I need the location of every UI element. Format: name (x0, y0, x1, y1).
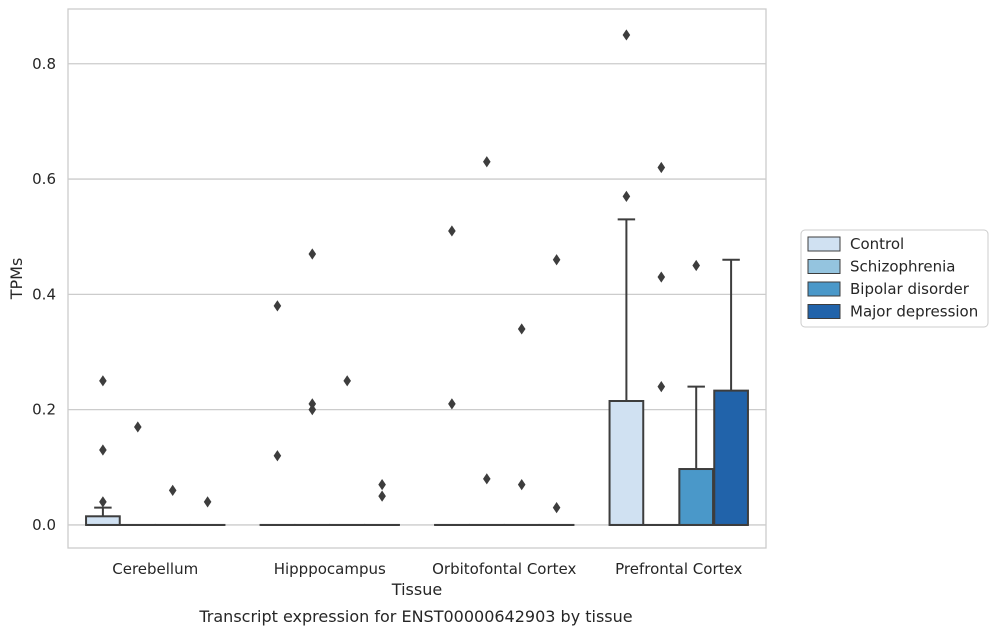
outlier-marker (308, 248, 317, 260)
legend-label: Major depression (850, 303, 978, 321)
box-rect (608, 400, 645, 526)
y-tick-label: 0.6 (32, 170, 56, 188)
box-1-1 (294, 248, 331, 526)
y-axis-label: TPMs (7, 258, 26, 301)
box-1-2 (329, 375, 366, 526)
box-1-3 (364, 478, 400, 526)
box-3-3 (713, 258, 749, 526)
outlier-marker (657, 380, 666, 393)
outlier-marker (448, 398, 456, 410)
x-tick-label: Orbitofontal Cortex (432, 560, 576, 578)
outlier-marker (378, 490, 386, 502)
legend-label: Schizophrenia (850, 258, 955, 276)
outlier-marker (308, 404, 317, 416)
outlier-marker (99, 375, 107, 387)
outlier-marker (99, 496, 107, 508)
x-tick-label: Cerebellum (112, 560, 198, 578)
outlier-marker (483, 156, 491, 168)
box-2-3 (538, 254, 575, 526)
legend: Control Schizophrenia Bipolar disorder Majo… (800, 229, 989, 328)
plot-area (67, 8, 767, 549)
y-tick-label: 0.8 (32, 55, 56, 73)
box-rect (713, 389, 749, 526)
box-plots (85, 29, 749, 526)
legend-label: Control (850, 235, 904, 253)
box-1-0 (259, 300, 296, 526)
box-3-1 (643, 161, 680, 526)
box-0-1 (119, 421, 156, 526)
legend-swatch (807, 259, 841, 274)
outlier-marker (134, 421, 142, 433)
y-tick-label: 0.4 (32, 285, 56, 303)
outlier-marker (552, 502, 561, 514)
box-rect (678, 468, 715, 526)
legend-swatch (807, 281, 841, 297)
y-tick-labels: 0.0 0.2 0.4 0.6 0.8 (32, 55, 56, 534)
gridlines (68, 63, 766, 526)
outlier-marker (692, 259, 700, 272)
outlier-marker (448, 225, 456, 237)
outlier-marker (343, 375, 351, 387)
legend-frame (800, 229, 989, 328)
box-0-3 (189, 496, 226, 526)
box-0-0 (85, 375, 121, 526)
legend-swatch (807, 236, 841, 252)
outlier-marker (517, 478, 526, 491)
box-0-2 (154, 484, 191, 526)
outlier-marker (308, 398, 317, 410)
outlier-marker (552, 254, 561, 266)
outlier-marker (203, 496, 212, 508)
x-tick-label: Hipppocampus (274, 560, 386, 578)
outlier-marker (168, 484, 177, 496)
box-2-2 (503, 323, 540, 526)
legend-label: Bipolar disorder (850, 280, 970, 298)
outlier-marker (273, 450, 282, 462)
x-tick-labels: Cerebellum Hipppocampus Orbitofontal Corte… (112, 560, 742, 578)
outlier-marker (273, 300, 282, 312)
box-2-0 (434, 225, 470, 526)
outlier-marker (517, 323, 526, 335)
box-rect (85, 515, 121, 526)
x-axis-label: Tissue (391, 580, 442, 599)
outlier-marker (657, 161, 666, 174)
chart-caption: Transcript expression for ENST0000064290… (198, 607, 632, 626)
legend-swatch (807, 304, 841, 319)
outlier-marker (378, 478, 386, 491)
box-3-2 (678, 259, 715, 526)
y-tick-label: 0.0 (32, 516, 56, 534)
outlier-marker (657, 271, 666, 283)
box-3-0 (608, 29, 645, 526)
outlier-marker (622, 190, 631, 202)
outlier-marker (622, 29, 631, 41)
outlier-marker (99, 444, 107, 456)
x-tick-label: Prefrontal Cortex (615, 560, 742, 578)
outlier-marker (483, 473, 491, 485)
box-2-1 (468, 156, 505, 526)
y-tick-label: 0.2 (32, 401, 56, 419)
